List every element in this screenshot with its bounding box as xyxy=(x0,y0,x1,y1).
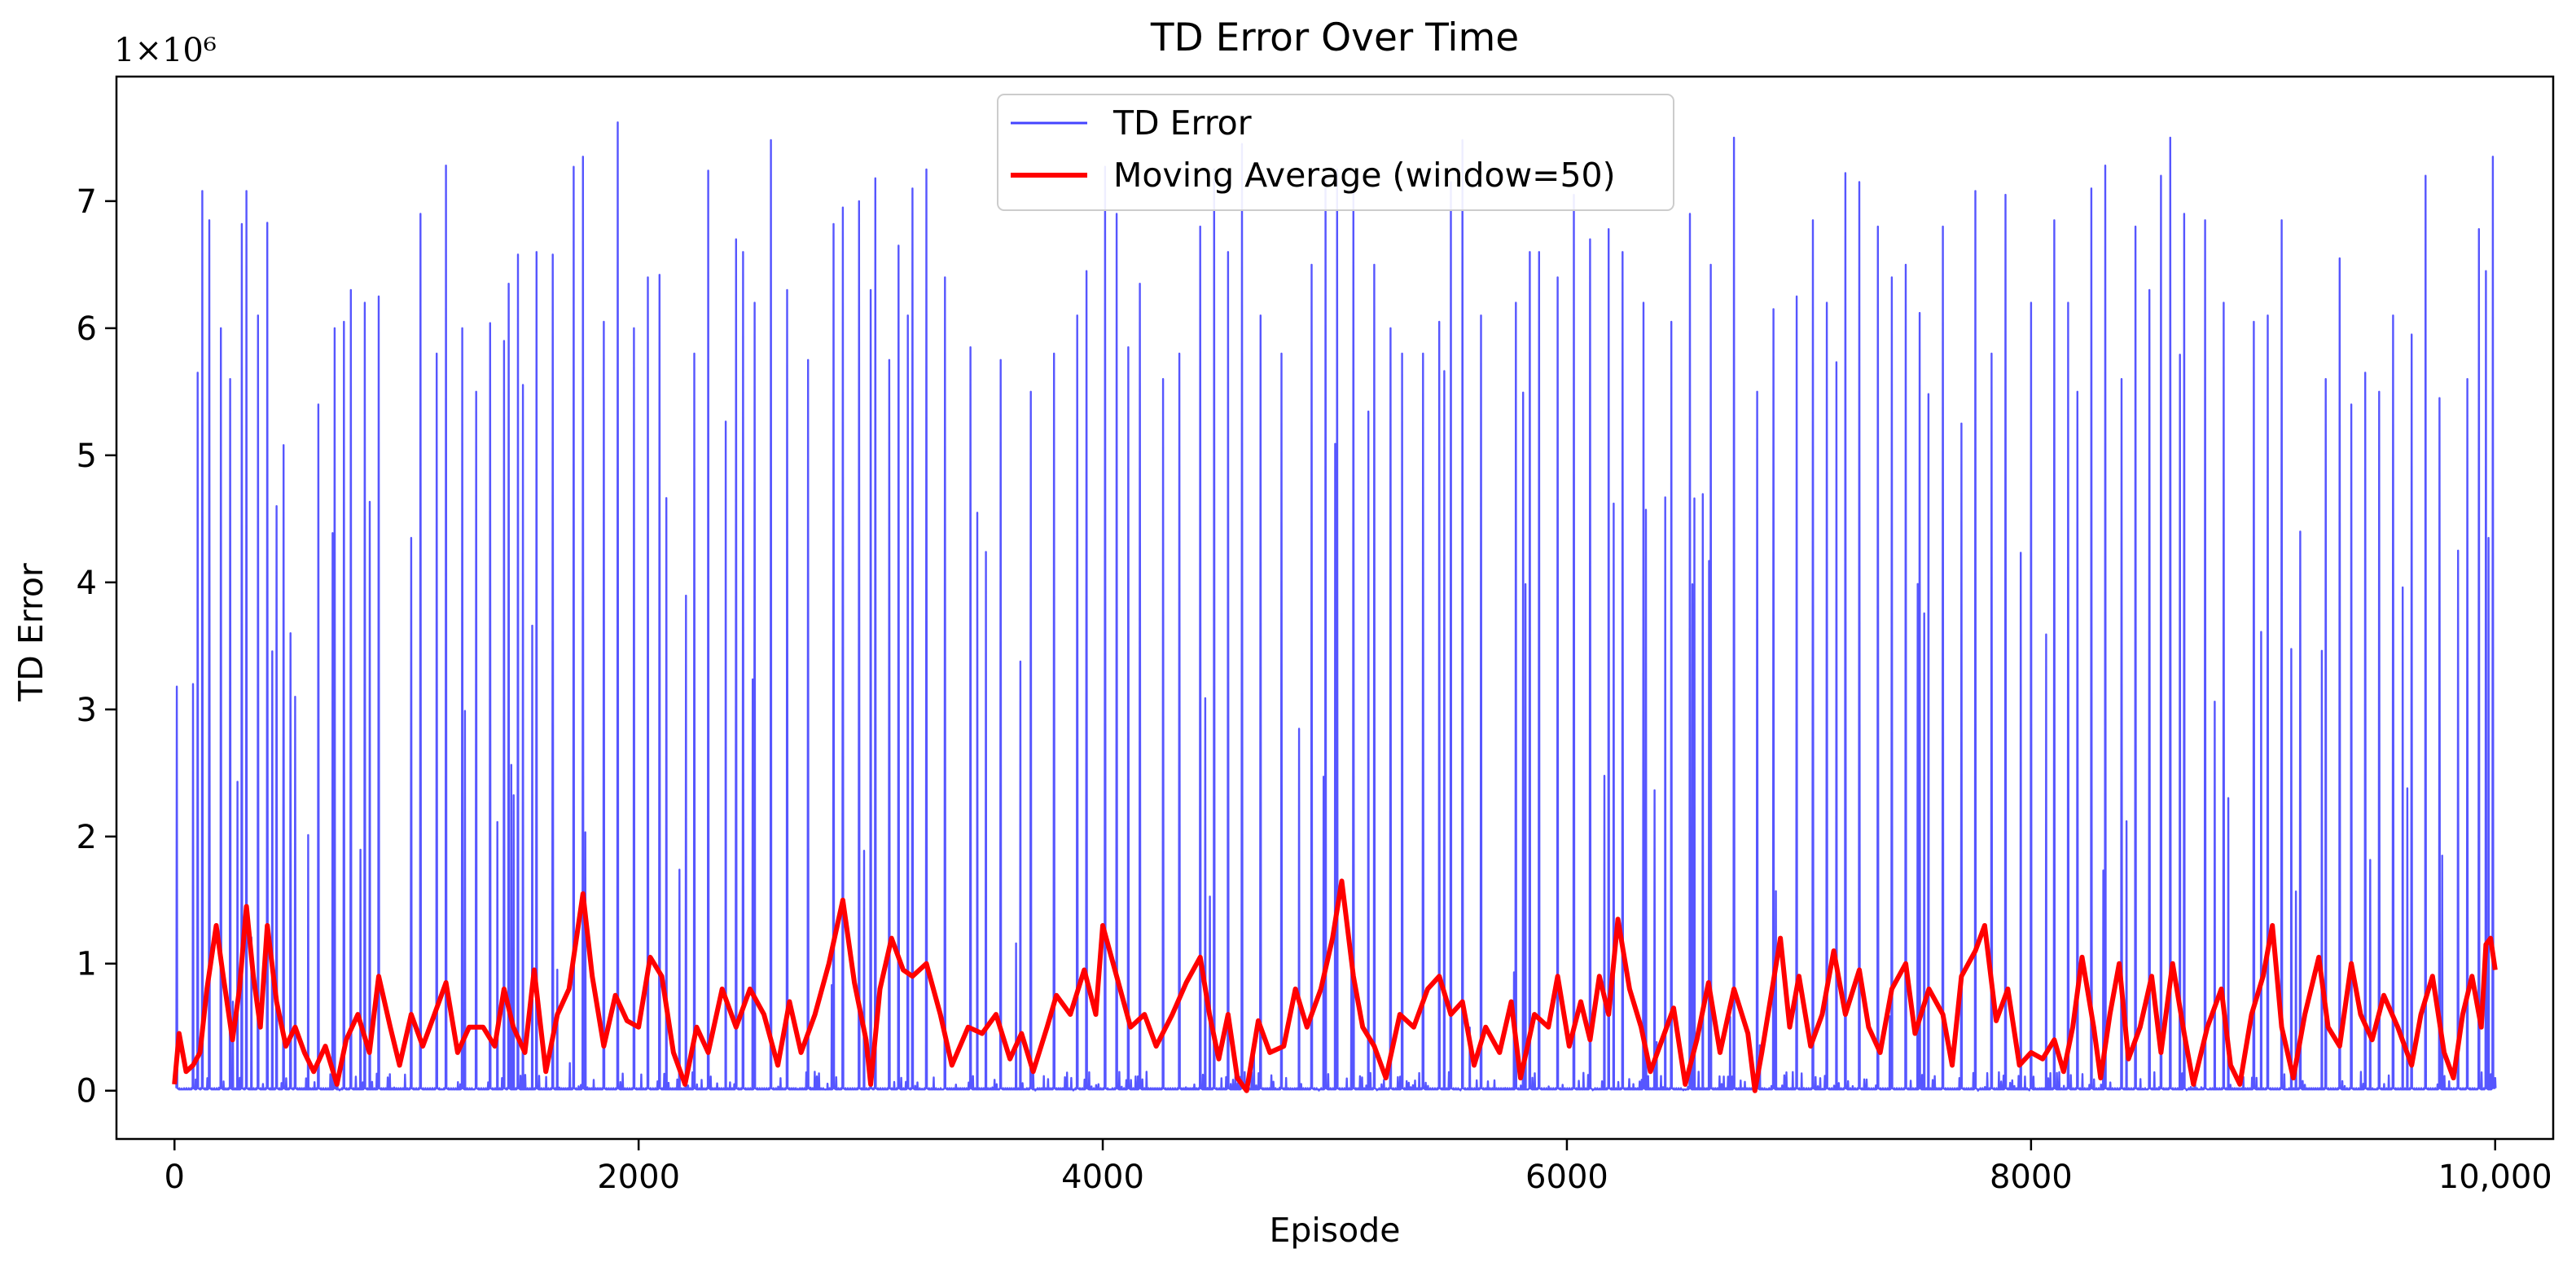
x-tick-label: 2000 xyxy=(597,1159,680,1196)
legend-label-td-error: TD Error xyxy=(1112,103,1252,143)
plot-frame xyxy=(115,75,2555,1141)
y-tick-label: 2 xyxy=(77,819,97,856)
x-tick-label: 6000 xyxy=(1525,1159,1608,1196)
y-tick-label: 3 xyxy=(77,692,97,729)
y-tick-label: 0 xyxy=(77,1073,97,1110)
y-tick-label: 4 xyxy=(77,565,97,602)
x-tick-label: 8000 xyxy=(1990,1159,2073,1196)
y-axis-scale-factor: 1×10⁶ xyxy=(114,32,217,69)
moving-average-series-line xyxy=(172,878,2498,1093)
legend-label-moving-average: Moving Average (window=50) xyxy=(1113,156,1616,195)
chart-title: TD Error Over Time xyxy=(1150,15,1519,60)
y-axis-ticks: 0 1 2 3 4 5 6 7 xyxy=(77,183,116,1110)
y-axis-label: TD Error xyxy=(11,563,50,702)
y-tick-label: 1 xyxy=(77,946,97,983)
y-tick-label: 6 xyxy=(77,310,97,348)
legend: TD Error Moving Average (window=50) xyxy=(997,94,1674,211)
legend-box xyxy=(997,94,1674,211)
x-tick-label: 10,000 xyxy=(2438,1159,2552,1196)
y-tick-label: 5 xyxy=(77,438,97,475)
x-axis-ticks: 0 2000 4000 6000 8000 10,000 xyxy=(165,1139,2552,1196)
x-tick-label: 4000 xyxy=(1061,1159,1144,1196)
x-axis-label: Episode xyxy=(1269,1211,1400,1250)
y-tick-label: 7 xyxy=(77,183,97,221)
td-error-series-line xyxy=(175,121,2497,1092)
series-layer xyxy=(172,121,2498,1093)
x-tick-label: 0 xyxy=(165,1159,185,1196)
